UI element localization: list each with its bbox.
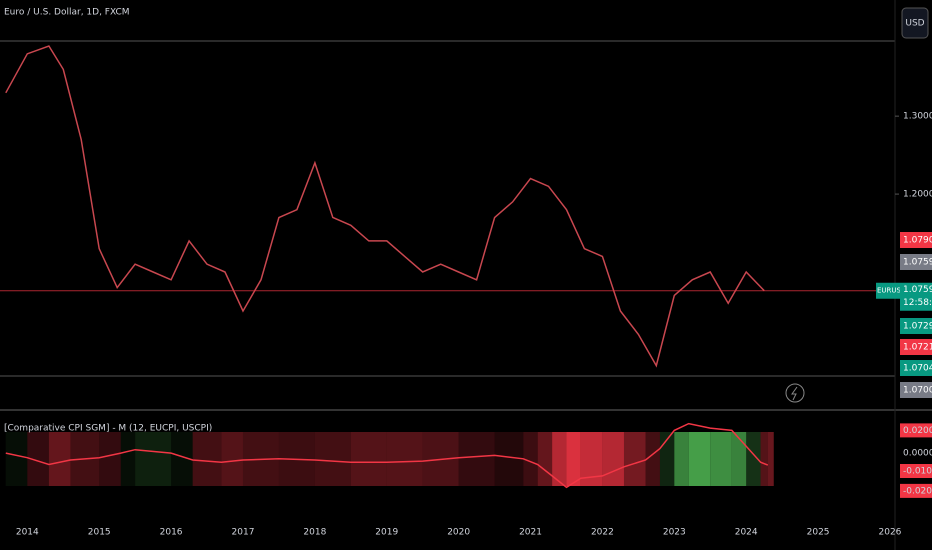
heatmap-column [767,432,774,486]
heatmap-column [659,432,675,486]
x-tick-label: 2018 [303,528,326,538]
heatmap-column [350,432,387,486]
currency-label[interactable]: USD [905,19,924,29]
heatmap-column [171,432,193,486]
x-tick-label: 2026 [879,528,902,538]
heatmap-column [221,432,243,486]
heatmap-column [494,432,524,486]
heatmap-column [645,432,660,486]
heatmap-column [27,432,49,486]
heatmap-column [537,432,553,486]
heatmap-column [746,432,761,486]
heatmap-column [99,432,121,486]
x-tick-label: 2024 [735,528,758,538]
quote-label: 1.07040 [903,364,932,374]
chart-title: Euro / U.S. Dollar, 1D, FXCM [4,8,130,18]
series-line [5,45,765,368]
last-value-box [900,464,932,478]
heatmap-column [674,432,689,486]
heatmap-column [760,432,768,486]
quote-label: 1.07214 [903,343,932,353]
heatmap-column [192,432,222,486]
quote-box [900,339,932,355]
price-tag [900,282,932,311]
quote-box [900,360,932,376]
heatmap-column [688,432,711,486]
x-tick-label: 2023 [663,528,686,538]
heatmap-column [731,432,747,486]
heatmap-column [5,432,28,486]
heatmap-column [314,432,351,486]
symbol-tag [876,282,900,299]
currency-button[interactable] [901,7,929,39]
y-tick-box [900,483,932,498]
x-tick-label: 2017 [232,528,255,538]
countdown-label: 12:58:38 [903,298,932,308]
x-tick-label: 2022 [591,528,614,538]
symbol-label: EURUSD [877,287,906,295]
y-tick-label: 1.30000 [903,112,932,122]
heatmap-column [580,432,603,486]
indicator-title: [Comparative CPI SGM] - M (12, EUCPI, US… [4,424,212,434]
quote-box [900,318,932,334]
heatmap-column [523,432,538,486]
quote-box [900,382,932,398]
heatmap-column [552,432,567,486]
quote-label: 1.07294 [903,322,932,332]
heatmap-column [48,432,71,486]
heatmap-column [602,432,624,486]
heatmap-column [458,432,495,486]
heatmap-column [135,432,172,486]
y-tick-label: 0.00000 [903,449,932,459]
heatmap-column [710,432,732,486]
x-tick-label: 2014 [16,528,39,538]
heatmap-column [566,432,581,486]
last-value-label: -0.01049 [903,467,932,477]
x-tick-label: 2020 [447,528,470,538]
x-tick-label: 2021 [519,528,542,538]
price-label: 1.07599 [903,285,932,295]
quote-box [900,232,932,248]
quote-label: 1.07005 [903,386,932,396]
lightning-icon[interactable] [785,383,805,403]
heatmap-column [120,432,136,486]
y-tick-box [900,423,932,438]
quote-label: 1.07599 [903,258,932,268]
lightning-icon [791,386,798,401]
x-tick-label: 2019 [375,528,398,538]
x-tick-label: 2015 [88,528,111,538]
x-tick-label: 2025 [807,528,830,538]
heatmap-column [386,432,423,486]
quote-label: 1.07903 [903,236,932,246]
heatmap-column [623,432,646,486]
quote-box [900,254,932,270]
x-tick-label: 2016 [160,528,183,538]
series-line [5,422,769,489]
